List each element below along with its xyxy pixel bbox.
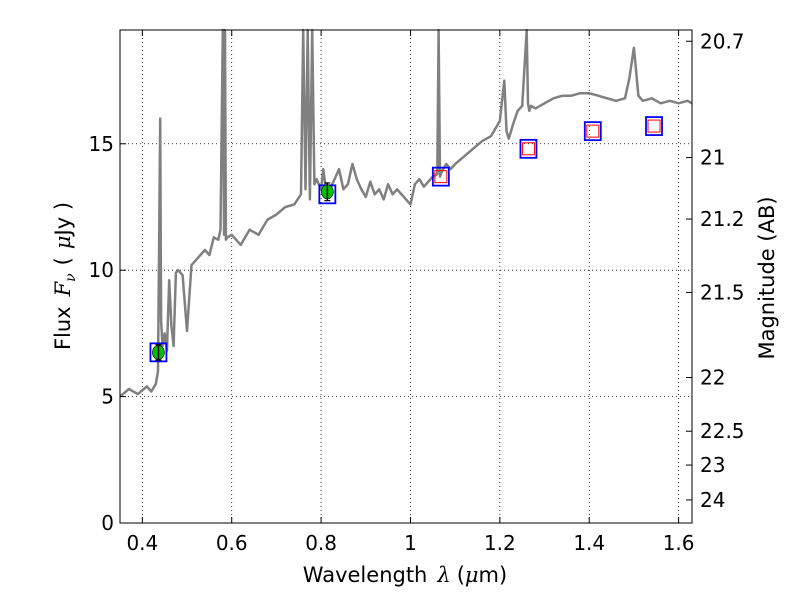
y-axis-symbol-sub: ν	[63, 273, 79, 282]
x-tick-label: 1.6	[663, 531, 695, 555]
x-axis-label: Wavelength	[303, 563, 428, 587]
model-flux-box	[519, 138, 538, 159]
y-axis-symbol: F	[51, 280, 75, 297]
predicted-flux-marker	[434, 170, 448, 184]
mag-tick-label: 21.5	[700, 280, 745, 304]
y-axis-unit-mu: μ	[51, 235, 75, 249]
y2-axis-title: Magnitude (AB)	[755, 196, 779, 359]
x-axis-symbol: λ	[436, 563, 450, 587]
x-tick-label: 0.8	[305, 531, 337, 555]
model-flux-box	[431, 166, 450, 187]
x-axis-unit-mu: μ	[465, 563, 479, 587]
photometry-points	[149, 116, 663, 363]
y-axis-unit-rest: Jy )	[51, 202, 75, 238]
y-axis-unit-open: (	[51, 257, 75, 265]
predicted-flux-marker	[647, 119, 661, 133]
spectrum-series	[119, 28, 693, 398]
y-axis-label: Flux	[51, 306, 75, 350]
x-axis-unit-rest: m)	[479, 563, 508, 587]
x-tick-label: 0.4	[126, 531, 158, 555]
mag-tick-label: 22	[700, 366, 725, 390]
model-flux-box	[645, 116, 663, 136]
mag-tick-label: 21	[700, 146, 725, 170]
x-tick-label: 1.2	[484, 531, 516, 555]
x-tick-label: 1.4	[573, 531, 605, 555]
x-tick-label: 0.6	[216, 531, 248, 555]
x-axis-unit-open: (	[457, 563, 465, 587]
axis-ticks: 0.4 0.6 0.8 1 1.2 1.4 1.6 0 5 10 15 20.7 21 21.2 21.5 2…	[89, 29, 745, 555]
x-tick-label: 1	[404, 531, 417, 555]
mag-tick-label: 23	[700, 453, 725, 477]
predicted-flux-marker	[586, 124, 600, 138]
y-tick-label: 10	[89, 258, 114, 282]
model-flux-box	[583, 121, 602, 142]
mag-tick-label: 21.2	[700, 207, 745, 231]
predicted-flux-marker	[521, 142, 535, 156]
model-flux-box	[149, 342, 168, 363]
grid-lines	[120, 30, 692, 524]
plot-frame	[119, 29, 693, 524]
spectrum-line	[119, 28, 693, 398]
y-tick-label: 0	[101, 511, 114, 535]
mag-tick-label: 24	[700, 488, 725, 512]
y-tick-label: 5	[101, 385, 114, 409]
x-axis-title: Wavelength λ (μm)	[303, 563, 507, 587]
y-axis-title: Flux Fν ( μJy )	[51, 202, 79, 350]
mag-tick-label: 22.5	[700, 419, 745, 443]
mag-tick-label: 20.7	[700, 29, 745, 53]
y-tick-label: 15	[89, 132, 114, 156]
